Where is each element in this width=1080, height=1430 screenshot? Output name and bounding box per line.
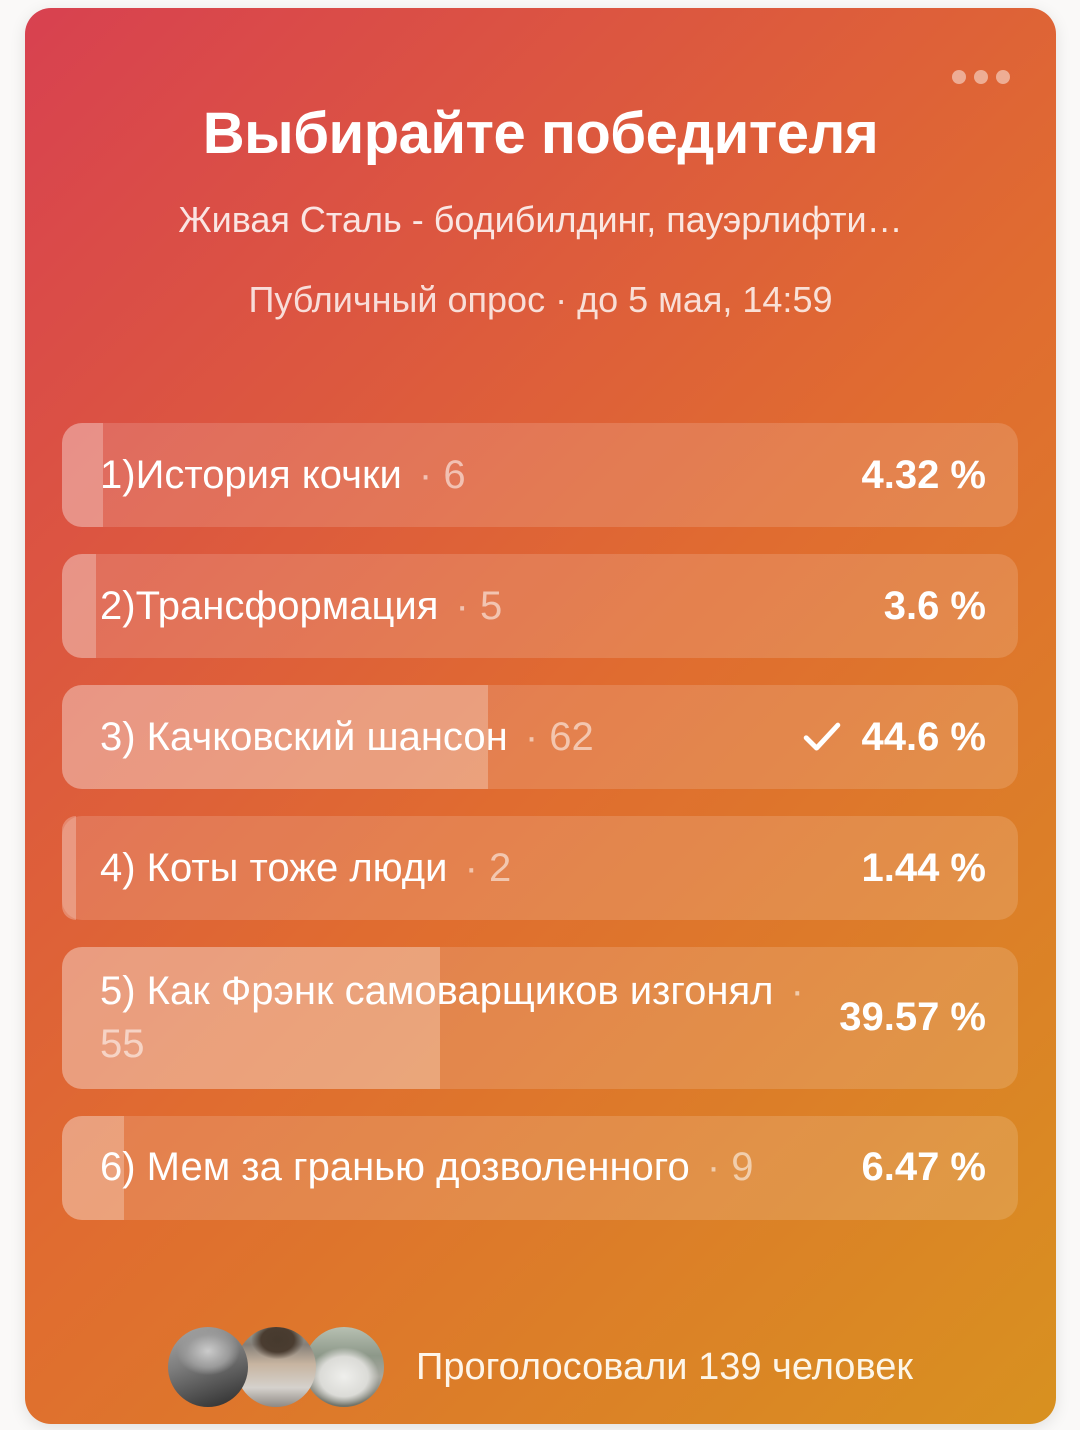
option-label: 1)История кочки bbox=[100, 452, 402, 497]
option-result-wrap: 39.57 % bbox=[839, 995, 986, 1040]
poll-meta: Публичный опрос · до 5 мая, 14:59 bbox=[248, 279, 833, 320]
option-result-wrap: 44.6 % bbox=[803, 715, 986, 760]
option-result-wrap: 3.6 % bbox=[884, 584, 986, 629]
option-label: 3) Качковский шансон bbox=[100, 714, 508, 759]
option-vote-count: · 9 bbox=[706, 1145, 754, 1190]
option-percent: 3.6 % bbox=[883, 583, 986, 628]
option-label-wrap: 3) Качковский шансон · 62 bbox=[100, 711, 803, 764]
option-percent: 6.47 % bbox=[861, 1145, 986, 1190]
poll-option-row[interactable]: 5) Как Фрэнк самоварщиков изгонял · 55 3… bbox=[62, 947, 1018, 1089]
option-result-wrap: 6.47 % bbox=[861, 1145, 986, 1190]
voter-avatar-pirate[interactable] bbox=[168, 1327, 249, 1407]
option-label-wrap: 2)Трансформация · 5 bbox=[100, 580, 884, 633]
voters-count-text: Проголосовали 139 человек bbox=[416, 1345, 913, 1388]
voter-avatar-white-hoodie[interactable] bbox=[304, 1327, 385, 1407]
option-label-wrap: 1)История кочки · 6 bbox=[100, 449, 861, 502]
option-vote-count: · 55 bbox=[100, 969, 804, 1066]
option-percent: 4.32 % bbox=[861, 452, 986, 497]
option-label-wrap: 5) Как Фрэнк самоварщиков изгонял · 55 bbox=[100, 965, 839, 1071]
option-vote-count: · 5 bbox=[455, 583, 503, 628]
option-label-wrap: 6) Мем за гранью дозволенного · 9 bbox=[100, 1141, 861, 1194]
option-percent: 39.57 % bbox=[839, 995, 986, 1040]
poll-option-row[interactable]: 2)Трансформация · 5 3.6 % bbox=[62, 554, 1018, 658]
option-vote-count: · 62 bbox=[524, 714, 594, 759]
option-label: 4) Коты тоже люди bbox=[100, 845, 448, 890]
option-vote-count: · 6 bbox=[418, 452, 466, 497]
poll-option-row[interactable]: 3) Качковский шансон · 62 44.6 % bbox=[62, 685, 1018, 789]
poll-menu-button[interactable] bbox=[946, 64, 1016, 90]
option-label: 5) Как Фрэнк самоварщиков изгонял bbox=[100, 969, 774, 1013]
option-result-wrap: 4.32 % bbox=[861, 453, 986, 498]
option-percent: 44.6 % bbox=[861, 714, 986, 759]
option-label: 6) Мем за гранью дозволенного bbox=[100, 1145, 690, 1190]
poll-options-list: 1)История кочки · 6 4.32 % 2)Трансформац… bbox=[62, 423, 1018, 1220]
ellipsis-icon bbox=[952, 70, 1010, 84]
voters-summary[interactable]: Проголосовали 139 человек bbox=[25, 1327, 1056, 1407]
option-percent: 1.44 % bbox=[861, 845, 986, 890]
poll-option-row[interactable]: 1)История кочки · 6 4.32 % bbox=[62, 423, 1018, 527]
check-icon bbox=[804, 722, 841, 751]
option-progress-bar bbox=[62, 554, 97, 658]
poll-option-row[interactable]: 4) Коты тоже люди · 2 1.44 % bbox=[62, 816, 1018, 920]
poll-title: Выбирайте победителя bbox=[202, 101, 879, 166]
option-vote-count: · 2 bbox=[464, 845, 512, 890]
option-progress-bar bbox=[62, 816, 76, 920]
poll-card: Выбирайте победителя Живая Сталь - бодиб… bbox=[25, 8, 1056, 1424]
poll-option-row[interactable]: 6) Мем за гранью дозволенного · 9 6.47 % bbox=[62, 1115, 1018, 1220]
voter-avatar-gym-selfie[interactable] bbox=[236, 1327, 317, 1407]
voter-avatars bbox=[168, 1327, 385, 1407]
option-progress-bar bbox=[62, 423, 104, 527]
poll-author-link[interactable]: Живая Сталь - бодибилдинг, пауэрлифти… bbox=[178, 199, 903, 240]
option-result-wrap: 1.44 % bbox=[861, 846, 986, 891]
option-label-wrap: 4) Коты тоже люди · 2 bbox=[100, 842, 861, 895]
option-label: 2)Трансформация bbox=[100, 583, 439, 628]
